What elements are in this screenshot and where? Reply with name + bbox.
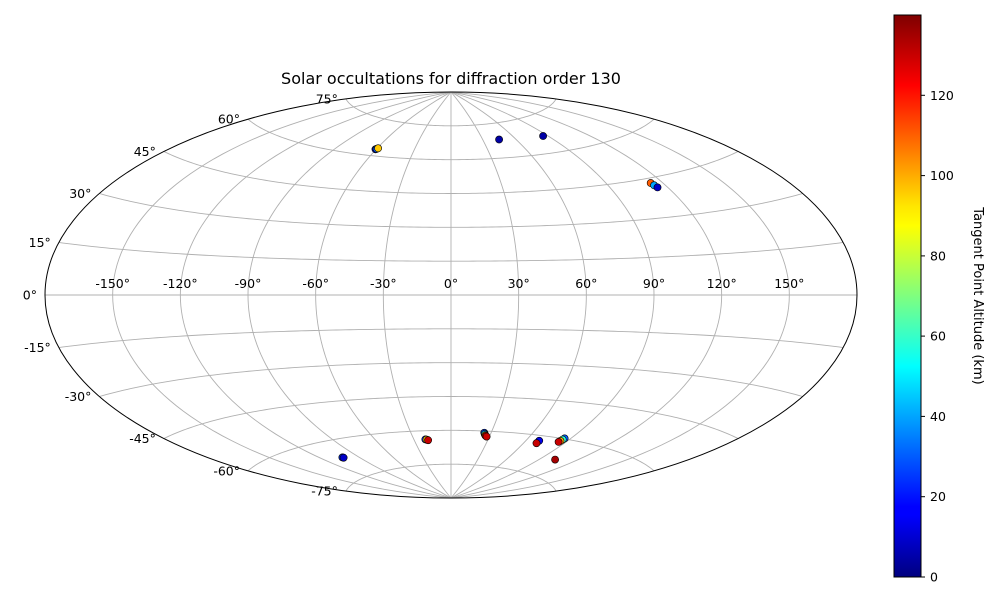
- longitude-tick-label: 30°: [508, 276, 530, 291]
- colorbar-gradient: [893, 14, 922, 578]
- latitude-tick-label: 75°: [316, 91, 338, 106]
- colorbar-tick-label: 60: [930, 329, 946, 344]
- longitude-tick-label: 120°: [707, 276, 737, 291]
- colorbar-tick-label: 20: [930, 489, 946, 504]
- latitude-tick-label: -75°: [311, 484, 338, 499]
- scatter-point: [653, 183, 662, 192]
- parallel-line: [247, 429, 655, 472]
- parallel-line: [345, 98, 557, 127]
- longitude-tick-label: -90°: [235, 276, 262, 291]
- colorbar-tick-label: 0: [930, 570, 938, 585]
- latitude-tick-label: 0°: [23, 288, 37, 303]
- colorbar-tick-label: 40: [930, 409, 946, 424]
- scatter-point: [339, 453, 348, 462]
- latitude-tick-label: -60°: [213, 463, 240, 478]
- latitude-tick-labels: 75° 60° 45° 30° 15° 0° -15° -30° -45° -60° -75°: [23, 91, 338, 498]
- latitude-tick-label: -30°: [65, 389, 92, 404]
- scatter-point: [539, 132, 547, 140]
- colorbar-ticks: 0 20 40 60 80 100 120: [921, 88, 954, 585]
- longitude-tick-label: -30°: [370, 276, 397, 291]
- latitude-tick-label: 45°: [134, 144, 156, 159]
- longitude-tick-label: -120°: [163, 276, 198, 291]
- latitude-tick-label: -45°: [129, 431, 156, 446]
- scatter-point: [482, 432, 491, 441]
- parallel-line: [247, 118, 655, 161]
- scatter-point: [424, 436, 432, 445]
- latitude-tick-label: -15°: [24, 340, 51, 355]
- colorbar-label: Tangent Point Altitude (km): [970, 206, 985, 384]
- scatter-point: [551, 455, 559, 464]
- parallel-line: [58, 328, 844, 348]
- colorbar-tick-label: 100: [930, 168, 954, 183]
- scatter-point: [495, 135, 503, 144]
- chart-title: Solar occultations for diffraction order…: [281, 69, 621, 88]
- colorbar: 0 20 40 60 80 100 120 Tangent Point Altitude (…: [893, 14, 985, 585]
- latitude-tick-label: 60°: [218, 112, 240, 127]
- latitude-tick-label: 15°: [29, 235, 51, 250]
- longitude-tick-label: -150°: [95, 276, 130, 291]
- parallel-line: [345, 463, 557, 492]
- colorbar-tick-label: 120: [930, 88, 954, 103]
- parallel-line: [58, 242, 844, 262]
- longitude-tick-label: 150°: [774, 276, 804, 291]
- scatter-point: [532, 439, 541, 448]
- longitude-tick-label: 0°: [444, 276, 458, 291]
- parallel-line: [99, 193, 803, 228]
- map-axes: -150° -120° -90° -60° -30° 0° 30° 60° 90° 120° 150…: [23, 91, 858, 499]
- scatter-point: [374, 144, 382, 153]
- parallel-line: [163, 396, 739, 439]
- longitude-tick-label: -60°: [302, 276, 329, 291]
- parallel-line: [163, 151, 739, 194]
- colorbar-tick-label: 80: [930, 248, 946, 263]
- graticule: [45, 92, 857, 498]
- scatter-point: [554, 437, 563, 446]
- map-boundary: [44, 91, 858, 499]
- longitude-tick-label: 90°: [643, 276, 665, 291]
- longitude-tick-labels: -150° -120° -90° -60° -30° 0° 30° 60° 90° 120° 150…: [95, 276, 804, 291]
- parallel-line: [99, 362, 803, 397]
- scatter-points: [338, 132, 662, 464]
- latitude-tick-label: 30°: [69, 186, 91, 201]
- longitude-tick-label: 60°: [575, 276, 597, 291]
